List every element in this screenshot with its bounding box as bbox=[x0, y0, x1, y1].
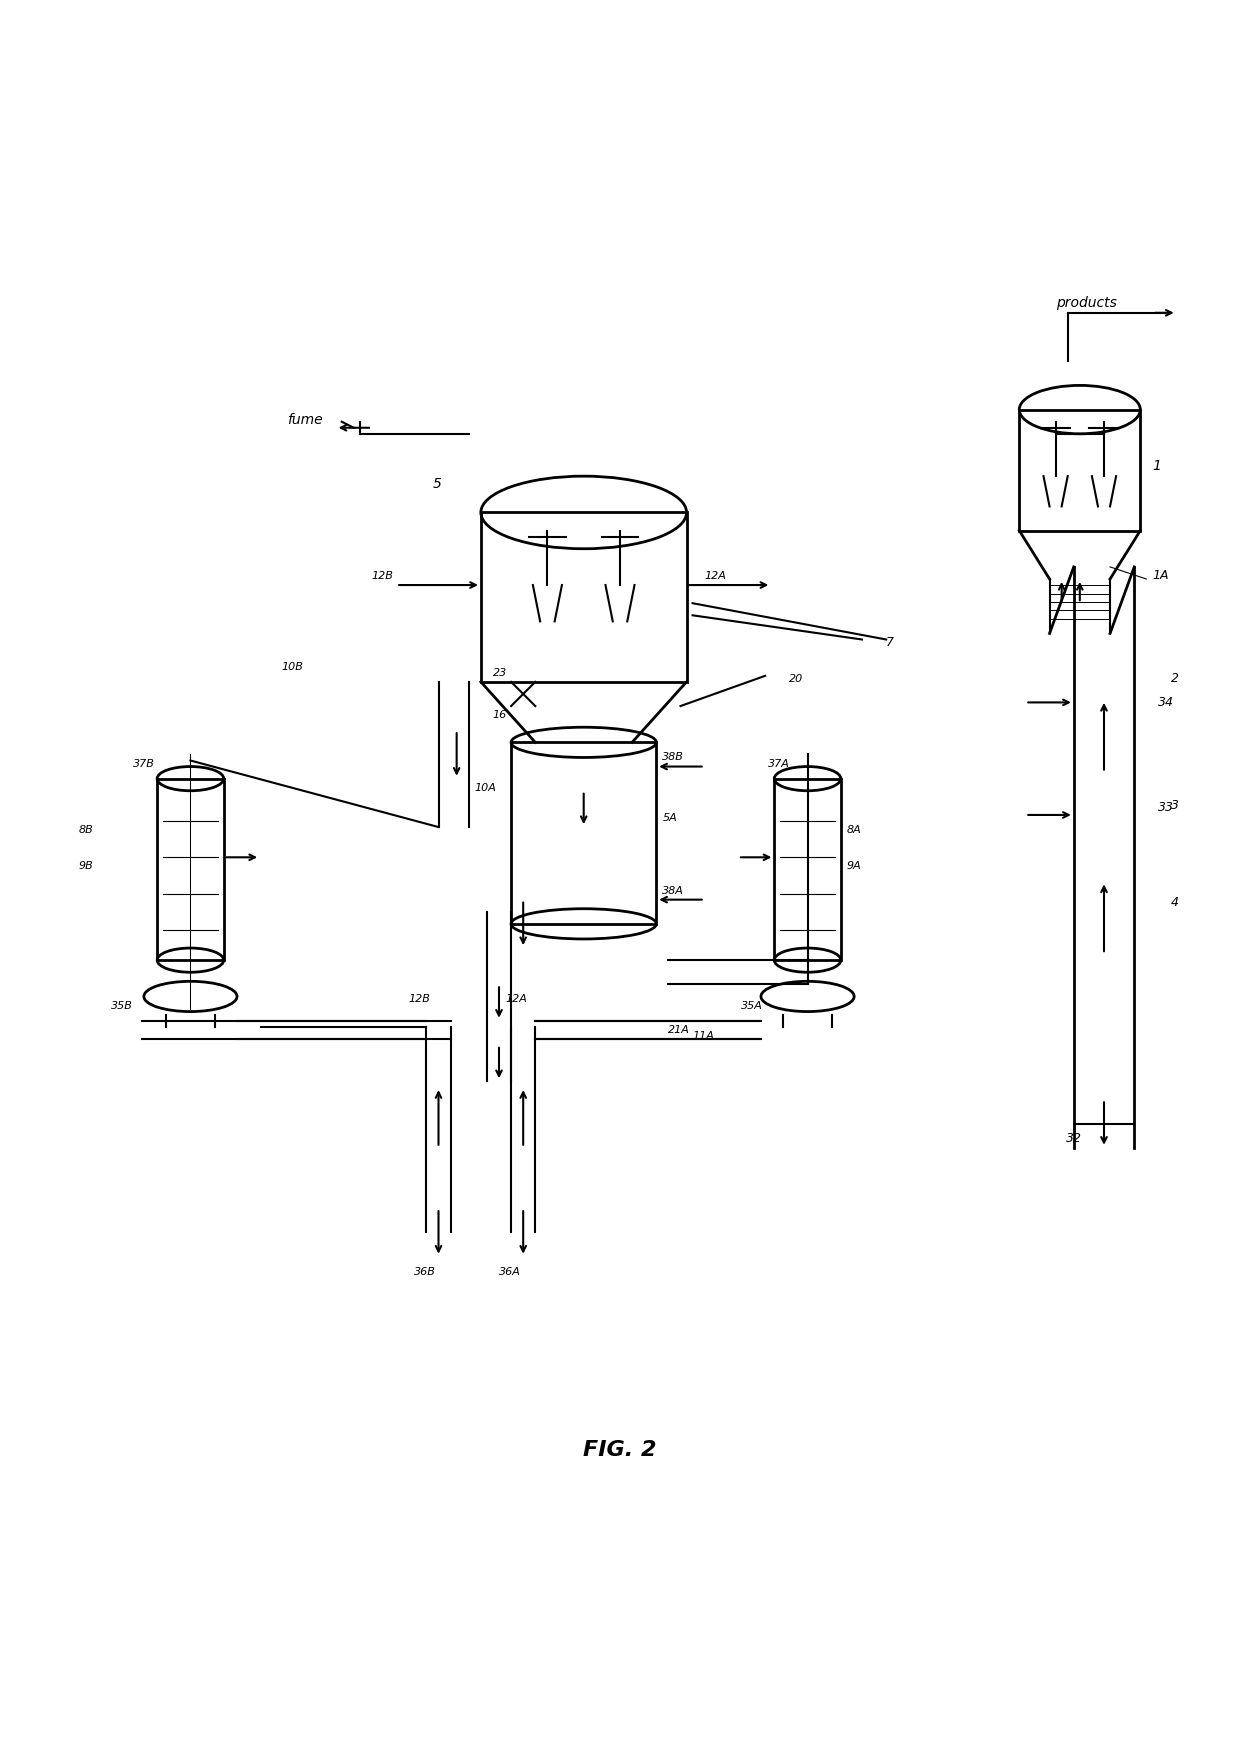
Text: 35B: 35B bbox=[110, 1001, 133, 1010]
Text: 9A: 9A bbox=[847, 862, 862, 871]
Text: 33: 33 bbox=[1158, 802, 1174, 815]
Text: 34: 34 bbox=[1158, 696, 1174, 709]
Text: 37A: 37A bbox=[769, 758, 790, 769]
Text: 11A: 11A bbox=[693, 1031, 714, 1040]
Bar bbox=[1019, 409, 1141, 531]
Text: 12A: 12A bbox=[704, 571, 727, 582]
Text: products: products bbox=[1055, 296, 1116, 310]
Text: 4: 4 bbox=[1171, 896, 1178, 908]
Text: 38B: 38B bbox=[662, 753, 684, 763]
Text: 12B: 12B bbox=[372, 571, 394, 582]
Text: 10A: 10A bbox=[475, 783, 497, 793]
Bar bbox=[157, 779, 223, 961]
Bar bbox=[481, 513, 687, 682]
Text: 8B: 8B bbox=[78, 825, 93, 836]
Text: 2: 2 bbox=[1171, 672, 1178, 684]
Bar bbox=[774, 779, 841, 961]
Text: 35A: 35A bbox=[742, 1001, 763, 1010]
Bar bbox=[511, 742, 656, 924]
Text: 3: 3 bbox=[1171, 799, 1178, 813]
Text: 32: 32 bbox=[1065, 1132, 1081, 1144]
Text: 9B: 9B bbox=[78, 862, 93, 871]
Text: 5: 5 bbox=[433, 478, 441, 492]
Text: 36B: 36B bbox=[414, 1268, 436, 1276]
Text: 38A: 38A bbox=[662, 885, 684, 896]
Text: 10B: 10B bbox=[281, 661, 303, 672]
Text: 21A: 21A bbox=[668, 1024, 691, 1035]
Text: 23: 23 bbox=[494, 668, 507, 677]
Text: 20: 20 bbox=[790, 673, 804, 684]
Text: 16: 16 bbox=[494, 710, 507, 719]
Text: 1A: 1A bbox=[1152, 569, 1169, 582]
Text: fume: fume bbox=[288, 413, 322, 427]
Text: 1: 1 bbox=[1152, 458, 1162, 472]
Text: FIG. 2: FIG. 2 bbox=[583, 1440, 657, 1460]
Text: 36A: 36A bbox=[498, 1268, 521, 1276]
Text: 12A: 12A bbox=[505, 994, 527, 1005]
Text: 12B: 12B bbox=[408, 994, 430, 1005]
Text: 7: 7 bbox=[887, 635, 894, 649]
Text: 5A: 5A bbox=[662, 813, 677, 823]
Text: 37B: 37B bbox=[133, 758, 155, 769]
Text: 8A: 8A bbox=[847, 825, 862, 836]
